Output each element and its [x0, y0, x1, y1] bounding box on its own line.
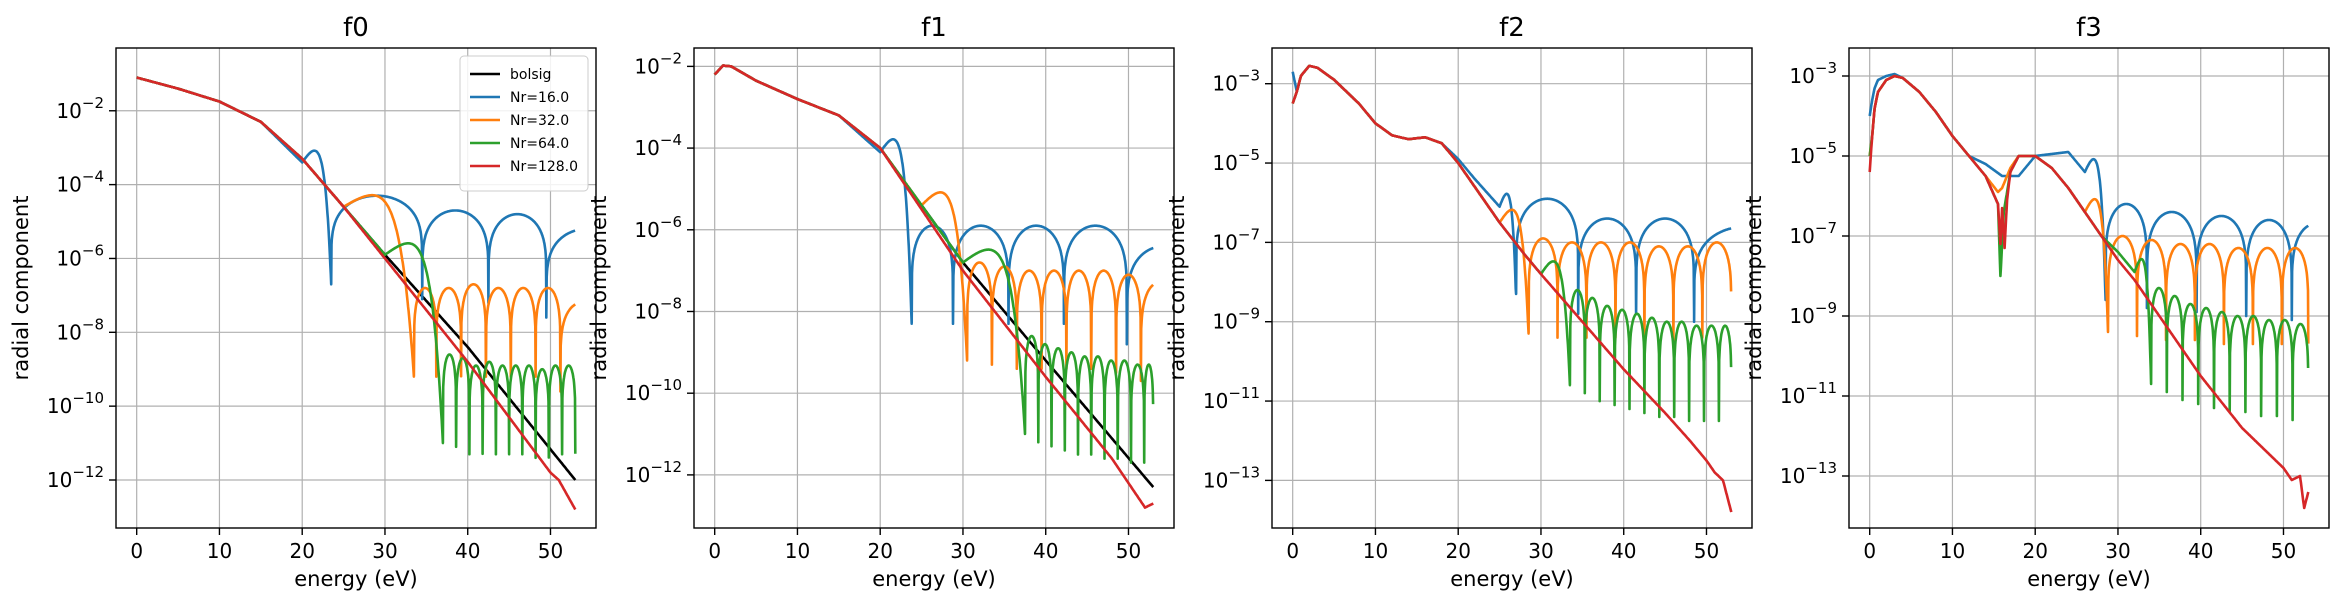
x-tick-label: 50 — [2271, 539, 2296, 563]
series-line-Nr=128.0 — [713, 64, 1155, 509]
x-tick-label: 30 — [1528, 539, 1553, 563]
x-tick-label: 0 — [1286, 539, 1299, 563]
plot-frame — [1271, 47, 1753, 529]
x-axis-label: energy (eV) — [872, 567, 996, 591]
x-tick-label: 0 — [708, 539, 721, 563]
x-tick-label: 20 — [2022, 539, 2047, 563]
legend-entry: Nr=64.0 — [510, 136, 569, 152]
x-tick-label: 20 — [867, 539, 892, 563]
x-tick-label: 50 — [1694, 539, 1719, 563]
x-tick-label: 30 — [2105, 539, 2130, 563]
plot-frame — [693, 47, 1175, 529]
legend-entry: Nr=32.0 — [510, 113, 569, 129]
legend-entry: Nr=16.0 — [510, 90, 569, 106]
chart-f3: 0 10 20 30 40 50 10−13 10−11 10−9 10−7 10−5 10−3 f3 e… — [1742, 13, 2330, 591]
series-line-Nr=32.0 — [1868, 74, 2310, 346]
y-tick-label: 10−12 — [625, 458, 682, 487]
x-tick-label: 40 — [1611, 539, 1636, 563]
y-tick-label: 10−12 — [47, 463, 104, 492]
x-tick-label: 10 — [1363, 539, 1388, 563]
series-line-Nr=128.0 — [1868, 74, 2310, 510]
y-tick-label: 10−13 — [1203, 463, 1260, 492]
y-tick-label: 10−11 — [1203, 384, 1260, 413]
y-tick-label: 10−2 — [634, 49, 682, 78]
legend-entry: Nr=128.0 — [510, 159, 578, 175]
series-line-bolsig — [713, 64, 1155, 489]
y-axis-label: radial component — [1742, 196, 1766, 381]
y-tick-label: 10−13 — [1780, 459, 1837, 488]
x-axis-label: energy (eV) — [2027, 567, 2151, 591]
series-line-Nr=64.0 — [1868, 74, 2310, 422]
x-tick-label: 40 — [2188, 539, 2213, 563]
x-tick-label: 50 — [538, 539, 563, 563]
y-tick-label: 10−5 — [1789, 139, 1837, 168]
x-tick-label: 10 — [785, 539, 810, 563]
x-tick-label: 50 — [1116, 539, 1141, 563]
legend-box — [459, 55, 589, 192]
y-tick-label: 10−7 — [1789, 219, 1837, 248]
chart-f0: 0 10 20 30 40 50 10−12 10−10 10−8 10−6 10−4 10−2 f0 e… — [9, 13, 597, 591]
y-tick-label: 10−11 — [1780, 379, 1837, 408]
chart-title: f3 — [2076, 13, 2102, 43]
y-tick-label: 10−6 — [634, 213, 682, 242]
y-tick-label: 10−5 — [1212, 146, 1260, 175]
x-tick-label: 40 — [1033, 539, 1058, 563]
x-tick-label: 20 — [289, 539, 314, 563]
y-tick-label: 10−7 — [1212, 225, 1260, 254]
x-tick-label: 40 — [455, 539, 480, 563]
series-line-Nr=64.0 — [713, 64, 1155, 464]
y-tick-label: 10−4 — [56, 168, 104, 197]
chart-title: f2 — [1499, 13, 1525, 43]
y-tick-label: 10−9 — [1789, 299, 1837, 328]
x-axis-label: energy (eV) — [294, 567, 418, 591]
y-tick-label: 10−9 — [1212, 305, 1260, 334]
x-tick-label: 0 — [130, 539, 143, 563]
y-tick-label: 10−10 — [47, 389, 104, 418]
y-axis-label: radial component — [9, 196, 33, 381]
series-line-Nr=128.0 — [1291, 64, 1733, 513]
y-tick-label: 10−8 — [56, 315, 104, 344]
x-tick-label: 10 — [207, 539, 232, 563]
y-tick-label: 10−3 — [1789, 59, 1837, 88]
series-line-Nr=32.0 — [1291, 64, 1733, 343]
chart-title: f0 — [343, 13, 369, 43]
y-tick-label: 10−8 — [634, 294, 682, 323]
series-line-Nr=16.0 — [713, 64, 1155, 346]
legend-entry: bolsig — [510, 67, 551, 83]
chart-f1: 0 10 20 30 40 50 10−12 10−10 10−8 10−6 10−4 10−2 f1 e… — [587, 13, 1175, 591]
y-tick-label: 10−10 — [625, 376, 682, 405]
x-axis-label: energy (eV) — [1450, 567, 1574, 591]
x-tick-label: 20 — [1445, 539, 1470, 563]
plot-frame — [1848, 47, 2330, 529]
plot-frame — [115, 47, 597, 529]
series-line-Nr=64.0 — [1291, 64, 1733, 423]
x-tick-label: 0 — [1863, 539, 1876, 563]
chart-title: f1 — [921, 13, 947, 43]
series-line-Nr=128.0 — [135, 76, 577, 511]
y-axis-label: radial component — [1165, 196, 1189, 381]
y-tick-label: 10−3 — [1212, 67, 1260, 96]
y-tick-label: 10−6 — [56, 241, 104, 270]
legend: bolsig Nr=16.0 Nr=32.0 Nr=64.0 Nr=128.0 — [459, 55, 589, 192]
x-tick-label: 10 — [1940, 539, 1965, 563]
y-tick-label: 10−4 — [634, 131, 682, 160]
chart-f2: 0 10 20 30 40 50 10−13 10−11 10−9 10−7 10−5 10−3 f2 e… — [1165, 13, 1753, 591]
y-axis-label: radial component — [587, 196, 611, 381]
x-tick-label: 30 — [372, 539, 397, 563]
x-tick-label: 30 — [950, 539, 975, 563]
y-tick-label: 10−2 — [56, 94, 104, 123]
